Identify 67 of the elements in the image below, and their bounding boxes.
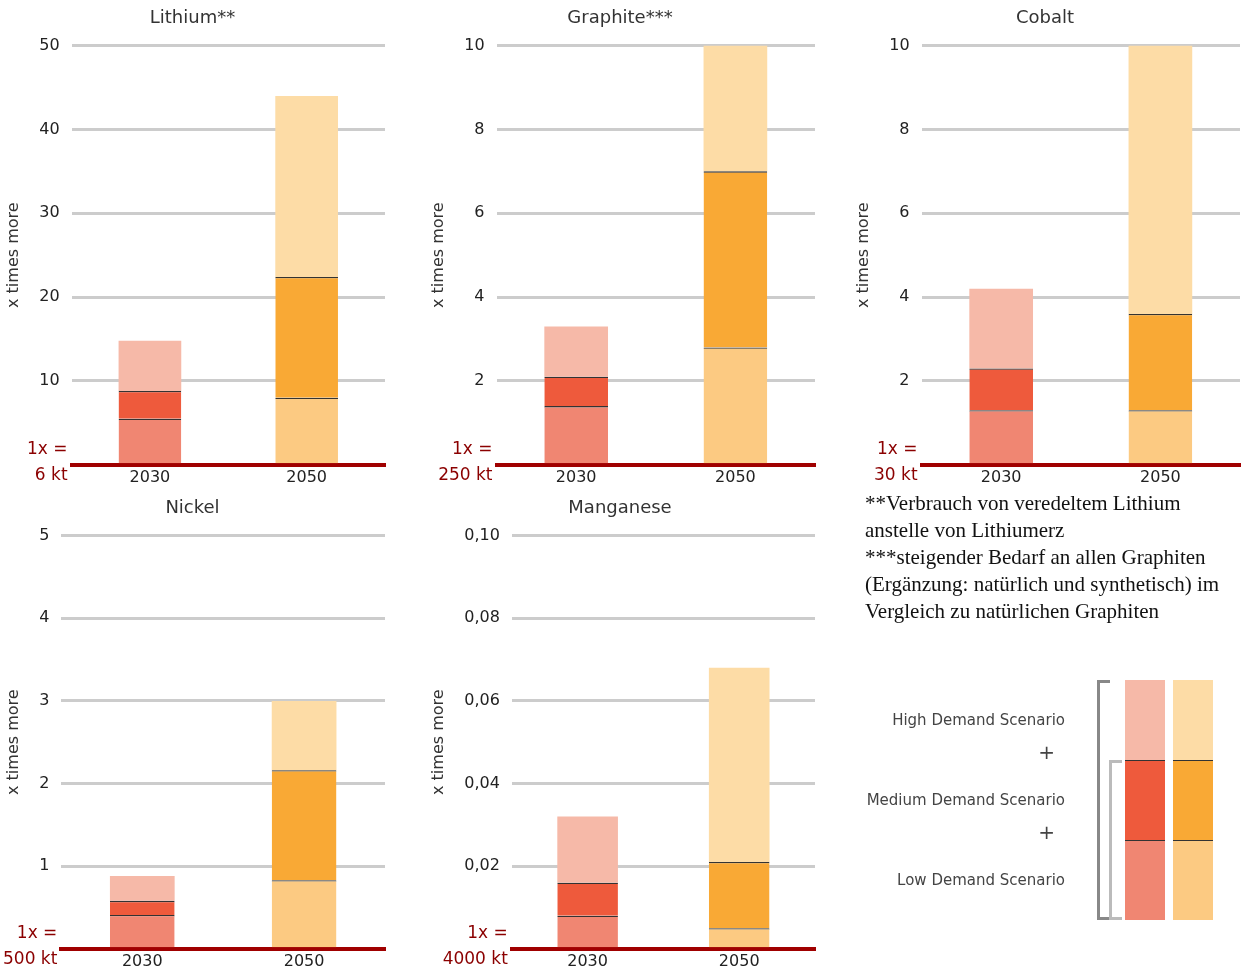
y-axis-title: x times more	[427, 689, 447, 795]
y-tick-label: 0,10	[464, 524, 500, 544]
text: Low Demand Scenario	[896, 871, 1066, 889]
y-tick-label: 20	[39, 286, 60, 306]
bar	[1128, 45, 1193, 314]
y-tick-label: 6	[474, 202, 485, 222]
chart-title: Cobalt	[1015, 6, 1075, 28]
y-tick-label: 4	[474, 286, 485, 306]
bar	[969, 288, 1034, 369]
text: 1x = 6 kt	[27, 436, 68, 486]
text: 1x = 250 kt	[438, 436, 493, 486]
bar	[544, 326, 609, 377]
text: High Demand Scenario	[891, 711, 1066, 729]
y-tick-label: 1	[39, 855, 50, 875]
y-axis-title: x times more	[2, 689, 22, 795]
x-tick-label: 2030	[129, 466, 171, 486]
x-tick-label: 2050	[286, 466, 327, 486]
y-tick-label: 50	[39, 34, 60, 54]
y-tick-label: 6	[899, 202, 910, 222]
y-tick-label: 2	[899, 370, 910, 390]
y-tick-label: 0,06	[464, 690, 500, 710]
text: 1x = 30 kt	[874, 436, 918, 486]
x-tick-label: 2050	[715, 466, 756, 486]
y-tick-label: 0,08	[464, 607, 500, 627]
x-tick-label: 2050	[1140, 466, 1181, 486]
y-tick-label: 10	[39, 370, 60, 390]
x-tick-label: 2050	[718, 950, 760, 970]
bar	[708, 667, 770, 863]
x-tick-label: 2030	[555, 466, 597, 486]
y-axis-title: x times more	[852, 202, 872, 308]
x-tick-label: 2030	[121, 950, 163, 970]
y-tick-label: 10	[464, 34, 485, 54]
bar	[703, 45, 768, 172]
text: 1x = 4000 kt	[442, 920, 508, 970]
y-tick-label: 8	[899, 118, 910, 138]
y-tick-label: 0,04	[464, 772, 500, 792]
bar	[271, 700, 337, 771]
text: Medium Demand Scenario	[865, 791, 1066, 809]
text: 1x = 500 kt	[3, 920, 58, 970]
text: **Verbrauch von veredeltem Lithium anstelle von Lithiumerz	[865, 490, 1182, 544]
chart-title: Manganese	[568, 496, 672, 518]
y-tick-label: 8	[474, 118, 485, 138]
chart-title: Graphite***	[567, 6, 673, 28]
y-axis-title: x times more	[2, 202, 22, 308]
y-tick-label: 4	[899, 286, 910, 306]
y-tick-label: 4	[39, 607, 50, 627]
bar	[109, 876, 175, 901]
y-axis-title: x times more	[427, 202, 447, 308]
chart-title: Nickel	[165, 496, 220, 518]
y-tick-label: 30	[39, 202, 60, 222]
text: ***steigender Bedarf an allen Graphiten (Ergänzung: natürlich und synthetisch) im Vergleich zu natürlichen Graphiten	[865, 544, 1221, 625]
y-tick-label: 0,02	[464, 855, 500, 875]
y-tick-label: 5	[39, 524, 50, 544]
bar	[557, 816, 618, 883]
x-tick-label: 2050	[283, 950, 325, 970]
bar	[118, 340, 182, 392]
y-tick-label: 3	[39, 690, 50, 710]
chart-title: Lithium**	[149, 6, 236, 28]
y-tick-label: 40	[39, 118, 60, 138]
y-tick-label: 2	[39, 772, 50, 792]
x-tick-label: 2030	[567, 950, 608, 970]
text: +	[1038, 740, 1055, 764]
x-tick-label: 2030	[980, 466, 1022, 486]
y-tick-label: 10	[889, 34, 910, 54]
bar	[275, 95, 338, 277]
y-tick-label: 2	[474, 370, 485, 390]
text: +	[1038, 820, 1055, 844]
